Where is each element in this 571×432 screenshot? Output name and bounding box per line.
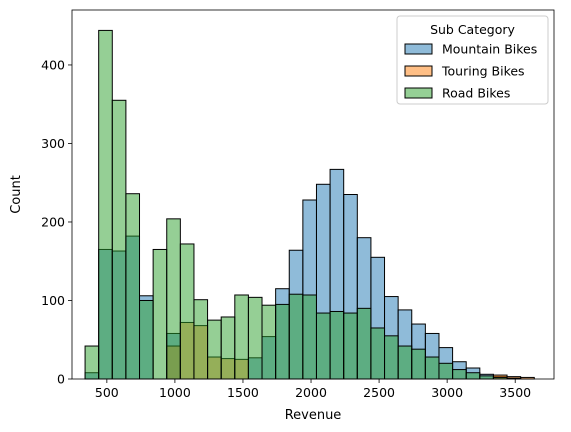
legend-swatch-road-bikes — [404, 87, 433, 99]
y-tick-label: 400 — [41, 57, 65, 72]
legend-label-road-bikes: Road Bikes — [442, 86, 510, 101]
bar-road-bikes-3 — [125, 193, 141, 380]
legend-swatch-mountain-bikes — [404, 43, 433, 55]
y-tick-label: 200 — [41, 214, 65, 229]
x-tick-label: 3500 — [499, 385, 531, 400]
bar-road-bikes-1 — [98, 29, 113, 380]
plot-frame — [71, 9, 555, 380]
y-tick-label: 100 — [41, 293, 65, 308]
x-tick-label: 500 — [95, 385, 119, 400]
bar-road-bikes-26 — [438, 362, 454, 380]
bar-road-bikes-12 — [247, 296, 263, 380]
y-tick-label: 300 — [41, 136, 65, 151]
bar-road-bikes-11 — [234, 294, 249, 380]
bar-road-bikes-25 — [424, 356, 440, 380]
bar-road-bikes-9 — [207, 319, 222, 380]
x-tick-label: 2500 — [363, 385, 395, 400]
bar-road-bikes-22 — [384, 335, 399, 380]
legend-label-mountain-bikes: Mountain Bikes — [442, 42, 537, 57]
x-tick-label: 1500 — [227, 385, 259, 400]
legend-swatch-touring-bikes — [404, 65, 433, 77]
y-axis-ticks: 0 100 200 300 400 — [41, 57, 72, 387]
bar-road-bikes-0 — [84, 345, 100, 380]
legend-items: Mountain Bikes Touring Bikes Road Bikes — [404, 42, 537, 101]
bar-road-bikes-5 — [152, 248, 168, 380]
bar-road-bikes-10 — [220, 316, 236, 380]
bar-road-bikes-20 — [356, 307, 372, 380]
legend-title: Sub Category — [430, 22, 515, 37]
x-tick-label: 2000 — [295, 385, 327, 400]
y-axis-label: Count — [9, 175, 24, 214]
bar-road-bikes-4 — [139, 299, 154, 380]
bar-road-bikes-23 — [397, 345, 413, 380]
bar-road-bikes-19 — [343, 312, 358, 380]
y-tick-label: 0 — [57, 372, 65, 387]
x-axis-label: Revenue — [285, 408, 342, 423]
histogram-bars — [84, 29, 535, 380]
bar-road-bikes-16 — [302, 294, 317, 380]
x-tick-label: 3000 — [431, 385, 463, 400]
bar-road-bikes-7 — [179, 243, 195, 380]
bar-road-bikes-14 — [275, 303, 290, 380]
bar-road-bikes-18 — [329, 310, 345, 380]
legend: Sub Category Mountain Bikes Touring Bikes… — [396, 15, 549, 105]
bar-road-bikes-28 — [465, 372, 481, 380]
bar-road-bikes-15 — [288, 293, 304, 380]
bar-road-bikes-2 — [111, 99, 127, 380]
bar-road-bikes-21 — [370, 327, 386, 380]
x-axis-ticks: 500 1000 1500 2000 2500 3000 3500 — [95, 379, 531, 400]
bar-road-bikes-27 — [452, 369, 467, 380]
bar-road-bikes-6 — [166, 218, 181, 380]
bar-road-bikes-17 — [315, 312, 331, 380]
bar-road-bikes-24 — [411, 348, 426, 380]
x-tick-label: 1000 — [159, 385, 191, 400]
legend-box — [396, 15, 549, 105]
legend-label-touring-bikes: Touring Bikes — [441, 64, 525, 79]
bar-road-bikes-13 — [261, 304, 277, 380]
bar-road-bikes-29 — [479, 375, 494, 380]
bar-road-bikes-8 — [193, 299, 209, 380]
